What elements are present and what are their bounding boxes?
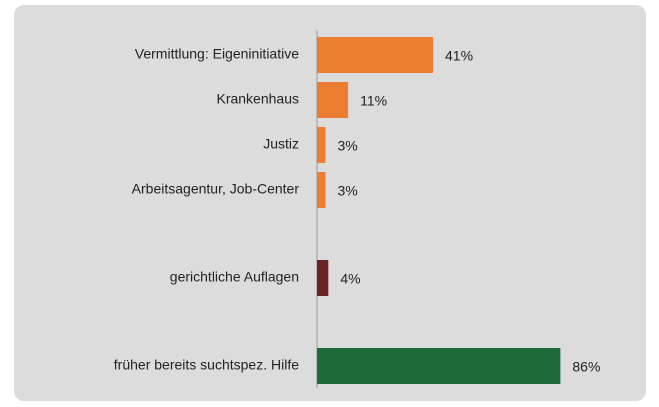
value-label: 11% <box>360 93 387 109</box>
value-label: 86% <box>572 359 600 375</box>
bar <box>317 348 561 384</box>
bar <box>317 82 349 118</box>
category-label: gerichtliche Auflagen <box>170 269 299 285</box>
category-label: Vermittlung: Eigeninitiative <box>135 46 299 62</box>
value-label: 3% <box>337 183 357 199</box>
value-label: 4% <box>340 271 360 287</box>
category-label: früher bereits suchtspez. Hilfe <box>114 357 299 373</box>
value-label: 3% <box>337 138 357 154</box>
bar <box>317 260 329 296</box>
category-label: Krankenhaus <box>216 91 299 107</box>
bar <box>317 172 326 208</box>
value-label: 41% <box>445 48 473 64</box>
bar <box>317 37 434 73</box>
category-label: Arbeitsagentur, Job-Center <box>132 181 300 197</box>
chart-background <box>14 5 646 401</box>
category-label: Justiz <box>263 136 299 152</box>
bar <box>317 127 326 163</box>
